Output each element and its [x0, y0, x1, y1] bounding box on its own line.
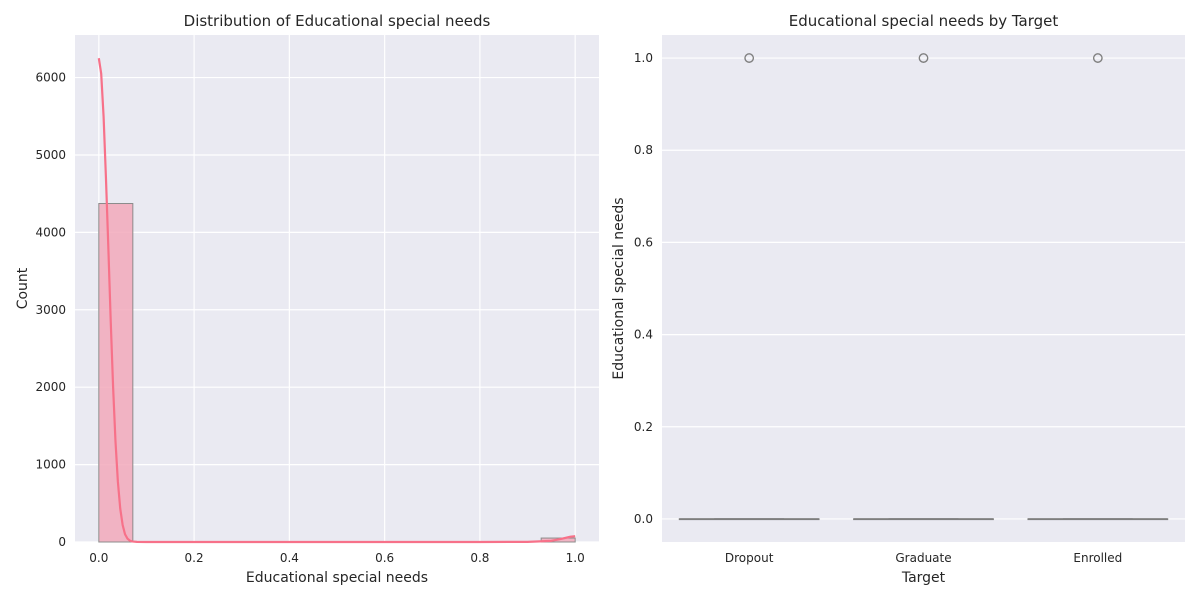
histogram-y-tick-label: 3000 — [35, 303, 66, 317]
histogram-title: Distribution of Educational special need… — [184, 12, 491, 30]
histogram-x-tick-label: 0.8 — [470, 551, 489, 565]
histogram-bar — [98, 203, 134, 543]
boxplot-y-ticks: 0.0 0.2 0.4 0.6 0.8 1.0 — [634, 51, 653, 526]
boxplot-boxes — [678, 53, 1169, 521]
box-outlier — [918, 53, 929, 63]
boxplot-x-tick-label: Enrolled — [1073, 551, 1122, 565]
histogram-y-tick-label: 2000 — [35, 380, 66, 394]
histogram-x-tick-label: 0.6 — [375, 551, 394, 565]
boxplot-y-tick-label: 0.4 — [634, 328, 653, 342]
histogram-panel: 0.0 0.2 0.4 0.6 0.8 1.0 0 1000 2000 3000 4000 5000… — [15, 12, 599, 586]
boxplot-y-tick-label: 1.0 — [634, 51, 653, 65]
box-dropout — [678, 53, 820, 521]
boxplot-panel: Dropout Graduate Enrolled 0.0 0.2 0.4 0.6 0.8 1… — [611, 12, 1185, 586]
histogram-x-tick-label: 0.4 — [280, 551, 299, 565]
boxplot-y-tick-label: 0.2 — [634, 420, 653, 434]
boxplot-x-tick-label: Dropout — [725, 551, 774, 565]
kde-curve — [97, 58, 576, 544]
boxplot-y-tick-label: 0.6 — [634, 235, 653, 249]
histogram-x-tick-label: 0.0 — [89, 551, 108, 565]
histogram-x-tick-label: 0.2 — [185, 551, 204, 565]
boxplot-y-label: Educational special needs — [611, 197, 627, 379]
boxplot-x-tick-label: Graduate — [895, 551, 951, 565]
histogram-x-ticks: 0.0 0.2 0.4 0.6 0.8 1.0 — [89, 551, 584, 565]
histogram-y-tick-label: 1000 — [35, 458, 66, 472]
histogram-y-tick-label: 6000 — [35, 71, 66, 85]
histogram-x-label: Educational special needs — [246, 570, 428, 586]
boxplot-y-tick-label: 0.0 — [634, 512, 653, 526]
histogram-x-tick-label: 1.0 — [566, 551, 585, 565]
box-outlier — [1092, 53, 1103, 63]
boxplot-plot-area — [662, 35, 1185, 542]
histogram-y-label: Count — [15, 267, 31, 309]
histogram-y-ticks: 0 1000 2000 3000 4000 5000 6000 — [35, 71, 66, 549]
box-enrolled — [1027, 53, 1169, 521]
histogram-plot-area — [75, 35, 599, 542]
boxplot-x-label: Target — [901, 570, 946, 586]
histogram-y-tick-label: 0 — [58, 535, 66, 549]
boxplot-y-tick-label: 0.8 — [634, 143, 653, 157]
box-outlier — [744, 53, 755, 63]
boxplot-x-ticks: Dropout Graduate Enrolled — [725, 551, 1122, 565]
histogram-grid — [75, 35, 599, 543]
histogram-y-tick-label: 4000 — [35, 225, 66, 239]
boxplot-title: Educational special needs by Target — [789, 12, 1059, 30]
box-graduate — [853, 53, 994, 521]
histogram-y-tick-label: 5000 — [35, 148, 66, 162]
